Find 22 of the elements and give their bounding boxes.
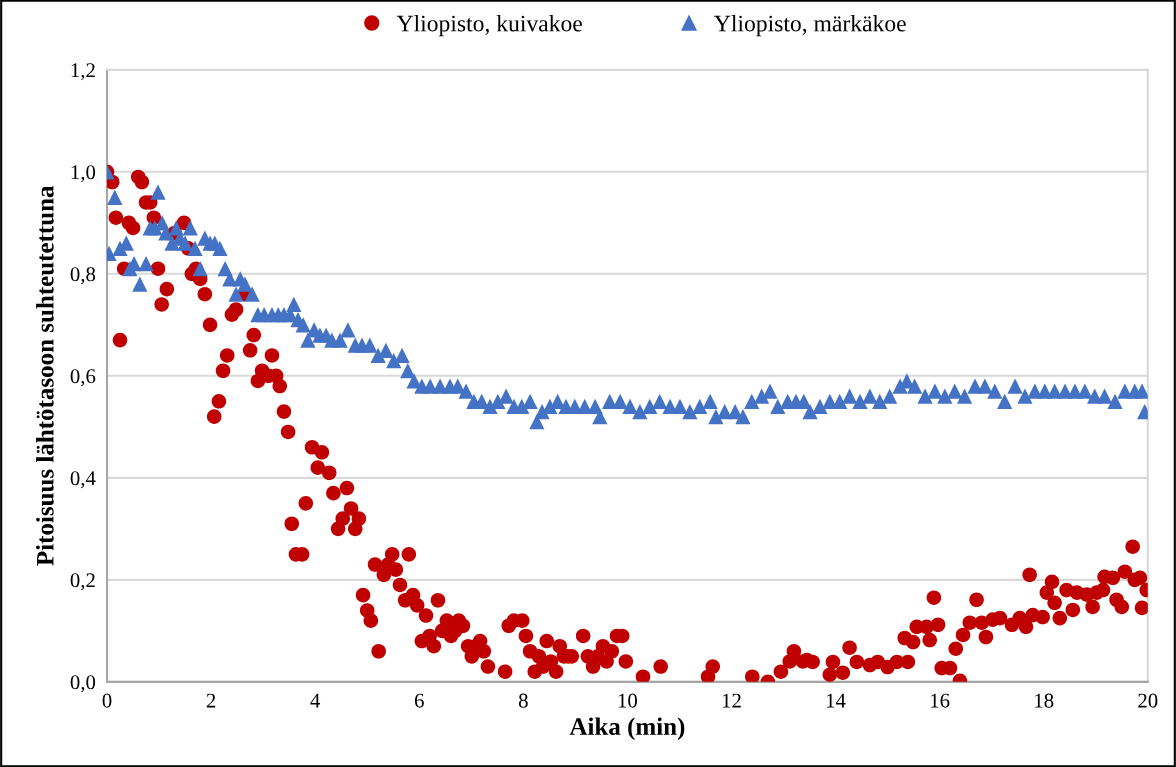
x-tick-label: 18 xyxy=(1035,693,1054,708)
x-tick-label: 6 xyxy=(414,693,424,708)
y-tick-label: 0,6 xyxy=(70,369,96,387)
x-tick-label: 4 xyxy=(310,693,321,708)
x-tick-label: 14 xyxy=(826,693,846,708)
y-tick-label: 1,2 xyxy=(71,63,95,81)
y-axis-title: Pitoisuus lähtötasoon suhteutettuna xyxy=(36,185,54,566)
y-tick-label: 0,8 xyxy=(70,267,96,285)
y-tick-label: 0,0 xyxy=(70,675,96,693)
legend-label: Yliopisto, märkäkoe xyxy=(714,14,906,37)
x-axis-title: Aika (min) xyxy=(569,717,685,741)
x-tick-label: 16 xyxy=(931,693,950,708)
y-tick-label: 0,4 xyxy=(70,471,96,489)
x-tick-label: 0 xyxy=(102,693,112,708)
x-tick-label: 12 xyxy=(722,693,741,708)
y-tick-label: 1,0 xyxy=(71,165,96,183)
x-tick-label: 10 xyxy=(618,693,638,708)
y-tick-label: 0,2 xyxy=(70,573,95,591)
legend-label: Yliopisto, kuivakoe xyxy=(396,14,582,37)
x-tick-label: 2 xyxy=(206,693,216,708)
x-tick-label: 20 xyxy=(1138,693,1158,708)
x-tick-label: 8 xyxy=(518,693,528,708)
